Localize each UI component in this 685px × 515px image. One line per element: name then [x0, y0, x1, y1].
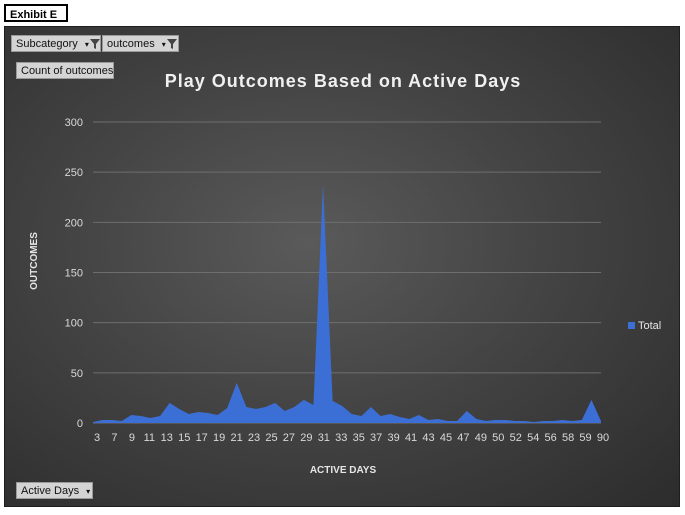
- y-tick-label: 300: [65, 117, 83, 129]
- x-tick-label: 15: [178, 432, 190, 444]
- x-tick-label: 29: [300, 432, 312, 444]
- x-tick-label: 90: [597, 432, 609, 444]
- x-tick-label: 21: [230, 432, 242, 444]
- pivot-chart: Subcategory ▾ outcomes ▾ Count of outcom…: [4, 26, 680, 507]
- subcategory-filter-button[interactable]: Subcategory ▾: [11, 35, 101, 52]
- x-tick-label: 45: [440, 432, 452, 444]
- subcategory-filter-label: Subcategory: [16, 38, 78, 50]
- x-tick-label: 35: [353, 432, 365, 444]
- x-tick-label: 11: [144, 432, 155, 444]
- x-axis-title: ACTIVE DAYS: [310, 465, 377, 476]
- chevron-down-icon: ▾: [86, 487, 91, 496]
- legend-swatch: [628, 322, 635, 329]
- x-tick-label: 9: [129, 432, 135, 444]
- x-tick-label: 52: [510, 432, 522, 444]
- x-tick-label: 17: [196, 432, 208, 444]
- x-tick-label: 43: [422, 432, 434, 444]
- x-tick-label: 41: [405, 432, 417, 444]
- y-tick-label: 250: [65, 167, 83, 179]
- exhibit-label: Exhibit E: [4, 4, 68, 22]
- value-field-button[interactable]: Count of outcomes: [16, 62, 114, 79]
- filter-icon: ▾: [158, 38, 177, 50]
- x-tick-label: 3: [94, 432, 100, 444]
- legend-label: Total: [638, 320, 662, 332]
- outcomes-filter-label: outcomes: [107, 38, 155, 50]
- chart-title: Play Outcomes Based on Active Days: [164, 71, 522, 91]
- axis-field-button[interactable]: Active Days ▾: [16, 482, 93, 499]
- y-axis-title: OUTCOMES: [29, 232, 40, 290]
- legend: Total: [628, 320, 661, 332]
- y-tick-label: 50: [71, 368, 83, 380]
- x-tick-label: 13: [161, 432, 173, 444]
- axis-field-label: Active Days: [21, 485, 80, 497]
- x-tick-label: 7: [111, 432, 117, 444]
- x-tick-label: 54: [527, 432, 539, 444]
- y-tick-label: 100: [65, 318, 83, 330]
- y-tick-label: 150: [65, 268, 83, 280]
- x-tick-label: 47: [457, 432, 469, 444]
- series-total-area: [93, 184, 601, 423]
- y-tick-label: 0: [77, 418, 83, 430]
- x-tick-label: 33: [335, 432, 347, 444]
- y-axis-ticks: 0 50 100 150 200 250 300: [65, 117, 83, 430]
- y-tick-label: 200: [65, 217, 83, 229]
- x-tick-label: 25: [265, 432, 277, 444]
- value-field-label: Count of outcomes: [21, 65, 114, 77]
- x-tick-label: 23: [248, 432, 260, 444]
- x-tick-label: 27: [283, 432, 295, 444]
- outcomes-filter-button[interactable]: outcomes ▾: [102, 35, 179, 52]
- x-tick-label: 37: [370, 432, 382, 444]
- x-tick-label: 39: [387, 432, 399, 444]
- x-tick-label: 58: [562, 432, 574, 444]
- x-tick-label: 31: [318, 432, 330, 444]
- x-tick-label: 59: [579, 432, 591, 444]
- x-axis-ticks: 3 7 9 11 13 15 17 19 21 23 25 27 29 31 33 35 37 39 41 43 45 4…: [94, 432, 609, 444]
- area-series: [93, 184, 601, 423]
- filter-icon: ▾: [81, 38, 100, 50]
- x-tick-label: 49: [475, 432, 487, 444]
- gridlines: [93, 121, 601, 424]
- x-tick-label: 19: [213, 432, 225, 444]
- x-tick-label: 56: [545, 432, 557, 444]
- x-tick-label: 50: [492, 432, 504, 444]
